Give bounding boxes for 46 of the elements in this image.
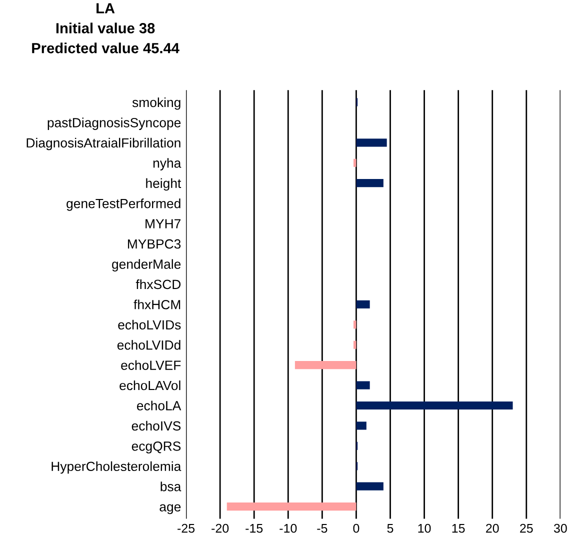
y-tick-label: echoLAVol — [120, 380, 180, 390]
y-tick-label: MYH7 — [146, 219, 181, 228]
y-tick-label: echoLVIDd — [117, 340, 180, 350]
y-tick-label: echoLVEF — [121, 360, 181, 370]
x-tick-label: 5 — [387, 524, 394, 533]
x-tick-label: 25 — [520, 524, 533, 533]
y-tick-label: nyha — [153, 158, 182, 170]
y-tick-label: MYBPC3 — [128, 239, 181, 249]
y-tick-label: geneTestPerformed — [66, 198, 180, 211]
x-tick-label: -25 — [178, 524, 195, 533]
y-tick-label: age — [160, 504, 181, 514]
y-tick-label: echoIVS — [132, 420, 181, 431]
bar — [356, 482, 384, 490]
y-tick-label: fhxSCD — [136, 279, 181, 290]
bar — [353, 158, 356, 167]
y-tick-label: echoLVIDs — [118, 320, 181, 330]
x-tick-label: 0 — [353, 524, 360, 533]
x-tick-label: 10 — [418, 524, 431, 533]
bar — [356, 422, 366, 430]
y-tick-label: pastDiagnosisSyncope — [48, 118, 181, 130]
y-tick-label: height — [146, 178, 182, 191]
y-tick-label: HyperCholesterolemia — [52, 461, 182, 474]
bar — [356, 300, 370, 308]
y-tick-label: fhxHCM — [134, 300, 180, 310]
x-tick-label: -5 — [317, 524, 328, 533]
bar — [294, 361, 356, 370]
x-tick-label: 30 — [554, 524, 567, 533]
bar — [356, 179, 384, 188]
bar — [226, 502, 356, 511]
chart-title: LA Initial value 38 Predicted value 45.44 — [32, 3, 180, 54]
x-tick-label: 20 — [486, 524, 499, 533]
y-tick-label: genderMale — [112, 259, 181, 272]
bar — [353, 320, 356, 329]
bar — [353, 340, 356, 349]
x-tick-label: -10 — [280, 524, 297, 533]
y-tick-label: bsa — [160, 482, 182, 492]
bar — [356, 401, 513, 410]
y-tick-label: smoking — [132, 97, 180, 110]
y-tick-label: ecgQRS — [132, 441, 181, 454]
y-tick-label: DiagnosisAtraialFibrillation — [26, 138, 180, 150]
y-tick-label: echoLA — [136, 400, 182, 410]
bar — [356, 381, 370, 390]
x-tick-label: -20 — [212, 524, 229, 533]
bar — [356, 138, 387, 147]
x-tick-label: 15 — [452, 524, 465, 533]
x-tick-label: -15 — [246, 524, 263, 533]
